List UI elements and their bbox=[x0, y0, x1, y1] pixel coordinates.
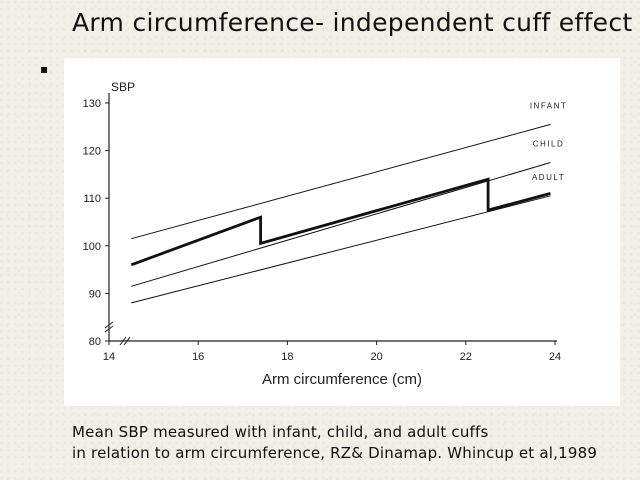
bullet-marker: ▪ bbox=[40, 62, 49, 76]
series-line-infant bbox=[131, 123, 551, 240]
y-tick-label: 100 bbox=[83, 241, 101, 253]
caption-line-2: in relation to arm circumference, RZ& Di… bbox=[72, 444, 598, 462]
y-axis-label: SBP bbox=[111, 80, 135, 94]
chart-axes bbox=[104, 93, 557, 346]
series-label-infant: INFANT bbox=[530, 101, 567, 110]
x-axis-break-mark bbox=[123, 336, 131, 346]
y-tick-label: 80 bbox=[89, 336, 101, 348]
y-tick-label: 120 bbox=[83, 146, 101, 158]
y-tick-label: 90 bbox=[89, 288, 101, 300]
x-tick-label: 16 bbox=[192, 351, 204, 363]
chart-labels: SBP Arm circumference (cm) INFANT CHILD ADUL… bbox=[111, 80, 567, 388]
figure-caption: Mean SBP measured with infant, child, an… bbox=[72, 422, 632, 464]
y-tick-label: 130 bbox=[83, 98, 101, 110]
chart-panel: 80 90 100 110 120 130 14 16 18 20 22 24 SBP Arm circ… bbox=[64, 58, 620, 406]
series-line-child bbox=[131, 162, 551, 287]
series-label-child: CHILD bbox=[533, 140, 565, 149]
y-axis-break-mark bbox=[104, 321, 114, 329]
x-tick-label: 22 bbox=[460, 351, 472, 363]
series-line-adult bbox=[131, 195, 551, 304]
x-axis-break-mark bbox=[119, 336, 127, 346]
y-axis-break-mark bbox=[104, 325, 114, 333]
x-tick-label: 20 bbox=[370, 351, 382, 363]
measured-sbp-line bbox=[130, 177, 551, 267]
caption-line-1: Mean SBP measured with infant, child, an… bbox=[72, 423, 489, 441]
x-axis-label: Arm circumference (cm) bbox=[262, 371, 422, 388]
chart-series bbox=[130, 123, 551, 304]
series-label-adult: ADULT bbox=[532, 173, 565, 182]
x-tick-label: 24 bbox=[549, 351, 561, 363]
x-tick-label: 18 bbox=[281, 351, 293, 363]
y-tick-label: 110 bbox=[83, 193, 101, 205]
chart-ticks: 80 90 100 110 120 130 14 16 18 20 22 24 bbox=[83, 98, 561, 363]
sbp-chart: 80 90 100 110 120 130 14 16 18 20 22 24 SBP Arm circ… bbox=[83, 80, 567, 388]
x-tick-label: 14 bbox=[103, 351, 115, 363]
slide-title: Arm circumference- independent cuff effe… bbox=[72, 8, 633, 37]
